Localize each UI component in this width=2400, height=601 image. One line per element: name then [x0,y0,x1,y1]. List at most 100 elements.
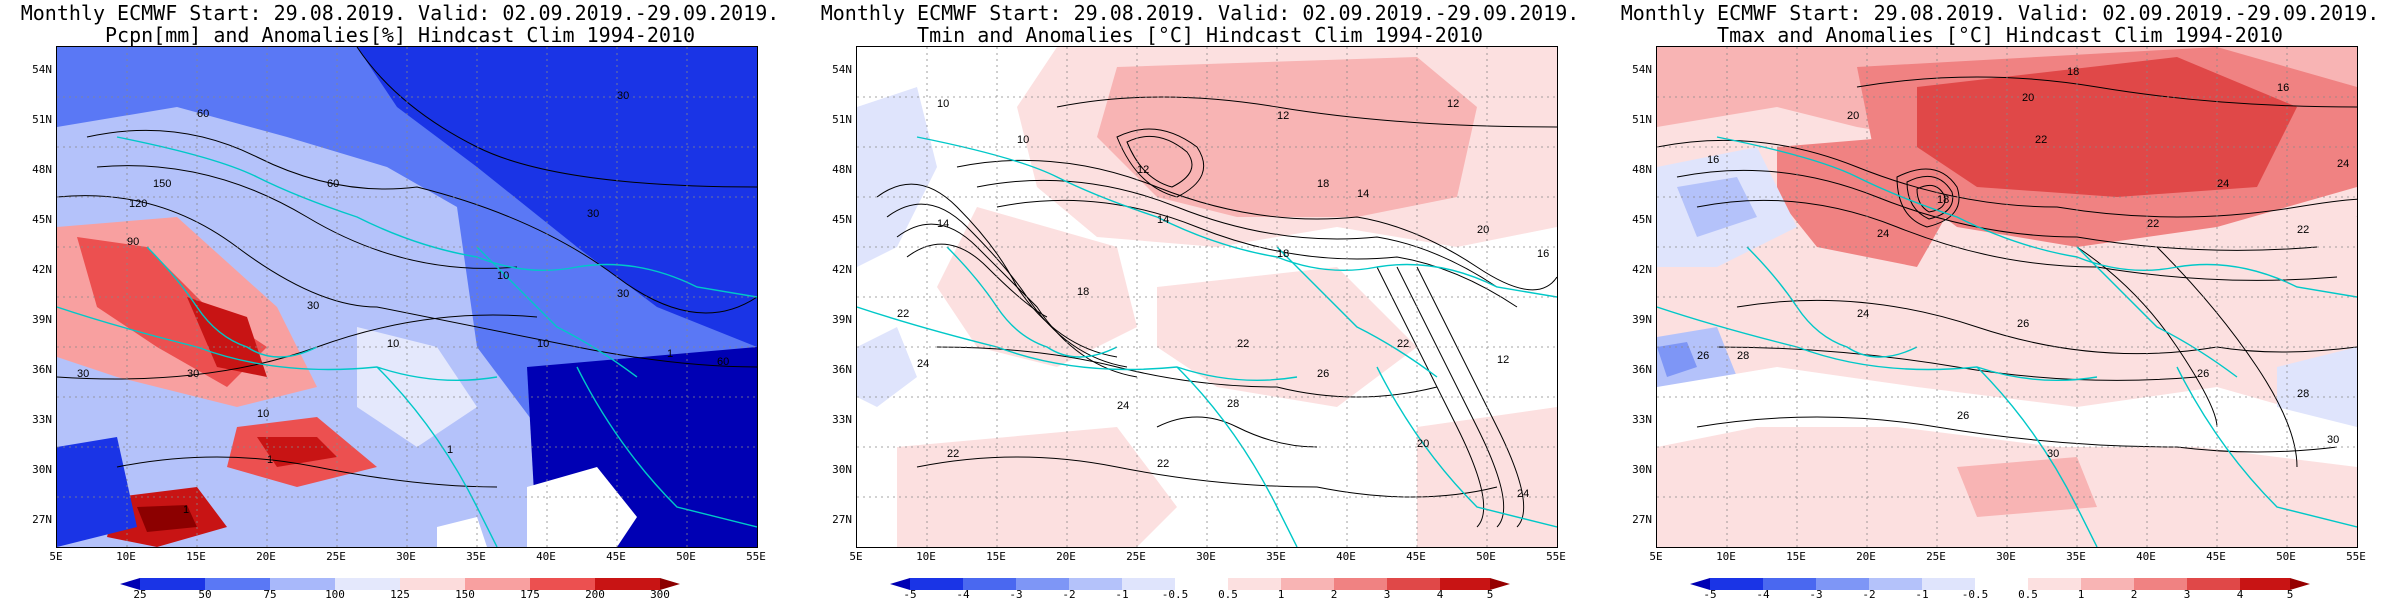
colorbar-segment [2081,578,2134,590]
contour-label: 12 [1137,164,1149,176]
lat-label: 30N [32,463,52,476]
contour-label: 12 [1277,110,1289,122]
lat-label: 39N [1632,313,1652,326]
colorbar-segment [1922,578,1975,590]
lon-label: 5E [1649,550,1663,563]
lat-label: 42N [32,263,52,276]
colorbar-label: -5 [903,588,917,601]
colorbar-label: 25 [133,588,147,601]
contour-label: 24 [1877,228,1889,240]
lon-label: 20E [256,550,276,563]
colorbar-segment [2134,578,2187,590]
colorbar-label: 300 [650,588,670,601]
contour-label: 24 [1857,308,1869,320]
tmax-panel: Monthly ECMWF Start: 29.08.2019. Valid: … [1600,0,2400,601]
colorbar-segment [335,578,400,590]
lon-label: 30E [396,550,416,563]
colorbar-segment [2187,578,2240,590]
contour-label: 12 [1447,98,1459,110]
colorbar-segment [1334,578,1387,590]
lat-label: 39N [832,313,852,326]
colorbar-segment [2240,578,2290,590]
lon-label: 45E [1406,550,1426,563]
colorbar-label: -3 [1009,588,1023,601]
colorbar-segment [963,578,1016,590]
lat-label: 51N [1632,113,1652,126]
lat-label: 39N [32,313,52,326]
colorbar-segment [1122,578,1175,590]
lat-label: 30N [1632,463,1652,476]
contour-label: 14 [1357,188,1369,200]
contour-label: 60 [327,178,339,190]
colorbar-label: -2 [1062,588,1076,601]
colorbar-label: 4 [2236,588,2244,601]
precipitation-panel: Monthly ECMWF Start: 29.08.2019. Valid: … [0,0,800,601]
colorbar-segment [465,578,530,590]
colorbar-label: 75 [263,588,277,601]
lon-label: 55E [746,550,766,563]
lon-label: 5E [49,550,63,563]
lat-label: 27N [1632,513,1652,526]
lat-label: 33N [32,413,52,426]
contour-label: 22 [947,448,959,460]
lon-label: 10E [916,550,936,563]
colorbar-segment [1710,578,1763,590]
contour-label: 10 [387,338,399,350]
contour-label: 26 [2017,318,2029,330]
lon-label: 15E [986,550,1006,563]
lon-label: 20E [1056,550,1076,563]
lon-label: 25E [1126,550,1146,563]
lon-label: 35E [2066,550,2086,563]
colorbar-segment [270,578,335,590]
colorbar-segment [1281,578,1334,590]
contour-label: 24 [917,358,929,370]
colorbar-label: 3 [1383,588,1391,601]
tmin-colorbar [890,578,1510,590]
colorbar-label: 175 [520,588,540,601]
panel-title-line1: Monthly ECMWF Start: 29.08.2019. Valid: … [20,1,780,25]
panel-title-line2: Tmin and Anomalies [°C] Hindcast Clim 19… [917,23,1483,47]
lon-label: 35E [1266,550,1286,563]
contour-label: 22 [897,308,909,320]
colorbar-segment [530,578,595,590]
colorbar-label: -1 [1115,588,1129,601]
lat-label: 54N [832,63,852,76]
colorbar-label: -4 [1756,588,1770,601]
lon-label: 20E [1856,550,1876,563]
contour-label: 10 [257,408,269,420]
lon-label: 15E [1786,550,1806,563]
contour-label: 1 [447,444,453,456]
contour-label: 10 [537,338,549,350]
colorbar-label: 200 [585,588,605,601]
contour-label: 30 [617,90,629,102]
contour-label: 1 [267,454,273,466]
contour-label: 90 [127,236,139,248]
colorbar-label: -3 [1809,588,1823,601]
colorbar-segment [2028,578,2081,590]
lon-label: 50E [2276,550,2296,563]
contour-label: 18 [1317,178,1329,190]
lat-label: 42N [832,263,852,276]
panel-title-line1: Monthly ECMWF Start: 29.08.2019. Valid: … [820,1,1580,25]
lat-label: 33N [1632,413,1652,426]
contour-label: 20 [2022,92,2034,104]
contour-label: 20 [1477,224,1489,236]
contour-label: 26 [1697,350,1709,362]
lat-label: 36N [832,363,852,376]
panel-title-line2: Pcpn[mm] and Anomalies[%] Hindcast Clim … [104,23,695,47]
lon-label: 15E [186,550,206,563]
lat-label: 48N [32,163,52,176]
colorbar-segment [1816,578,1869,590]
contour-label-group: 10 12 12 14 12 10 14 18 14 18 20 16 22 2… [897,98,1549,500]
contour-label: 22 [2147,218,2159,230]
colorbar-label: 1 [1277,588,1285,601]
lon-label: 55E [2346,550,2366,563]
contour-label: 30 [187,368,199,380]
panel-title-line1: Monthly ECMWF Start: 29.08.2019. Valid: … [1620,1,2380,25]
contour-label: 1 [183,504,189,516]
lat-label: 45N [32,213,52,226]
contour-label: 18 [1077,286,1089,298]
lat-label: 45N [832,213,852,226]
lon-label: 40E [536,550,556,563]
lat-label: 42N [1632,263,1652,276]
